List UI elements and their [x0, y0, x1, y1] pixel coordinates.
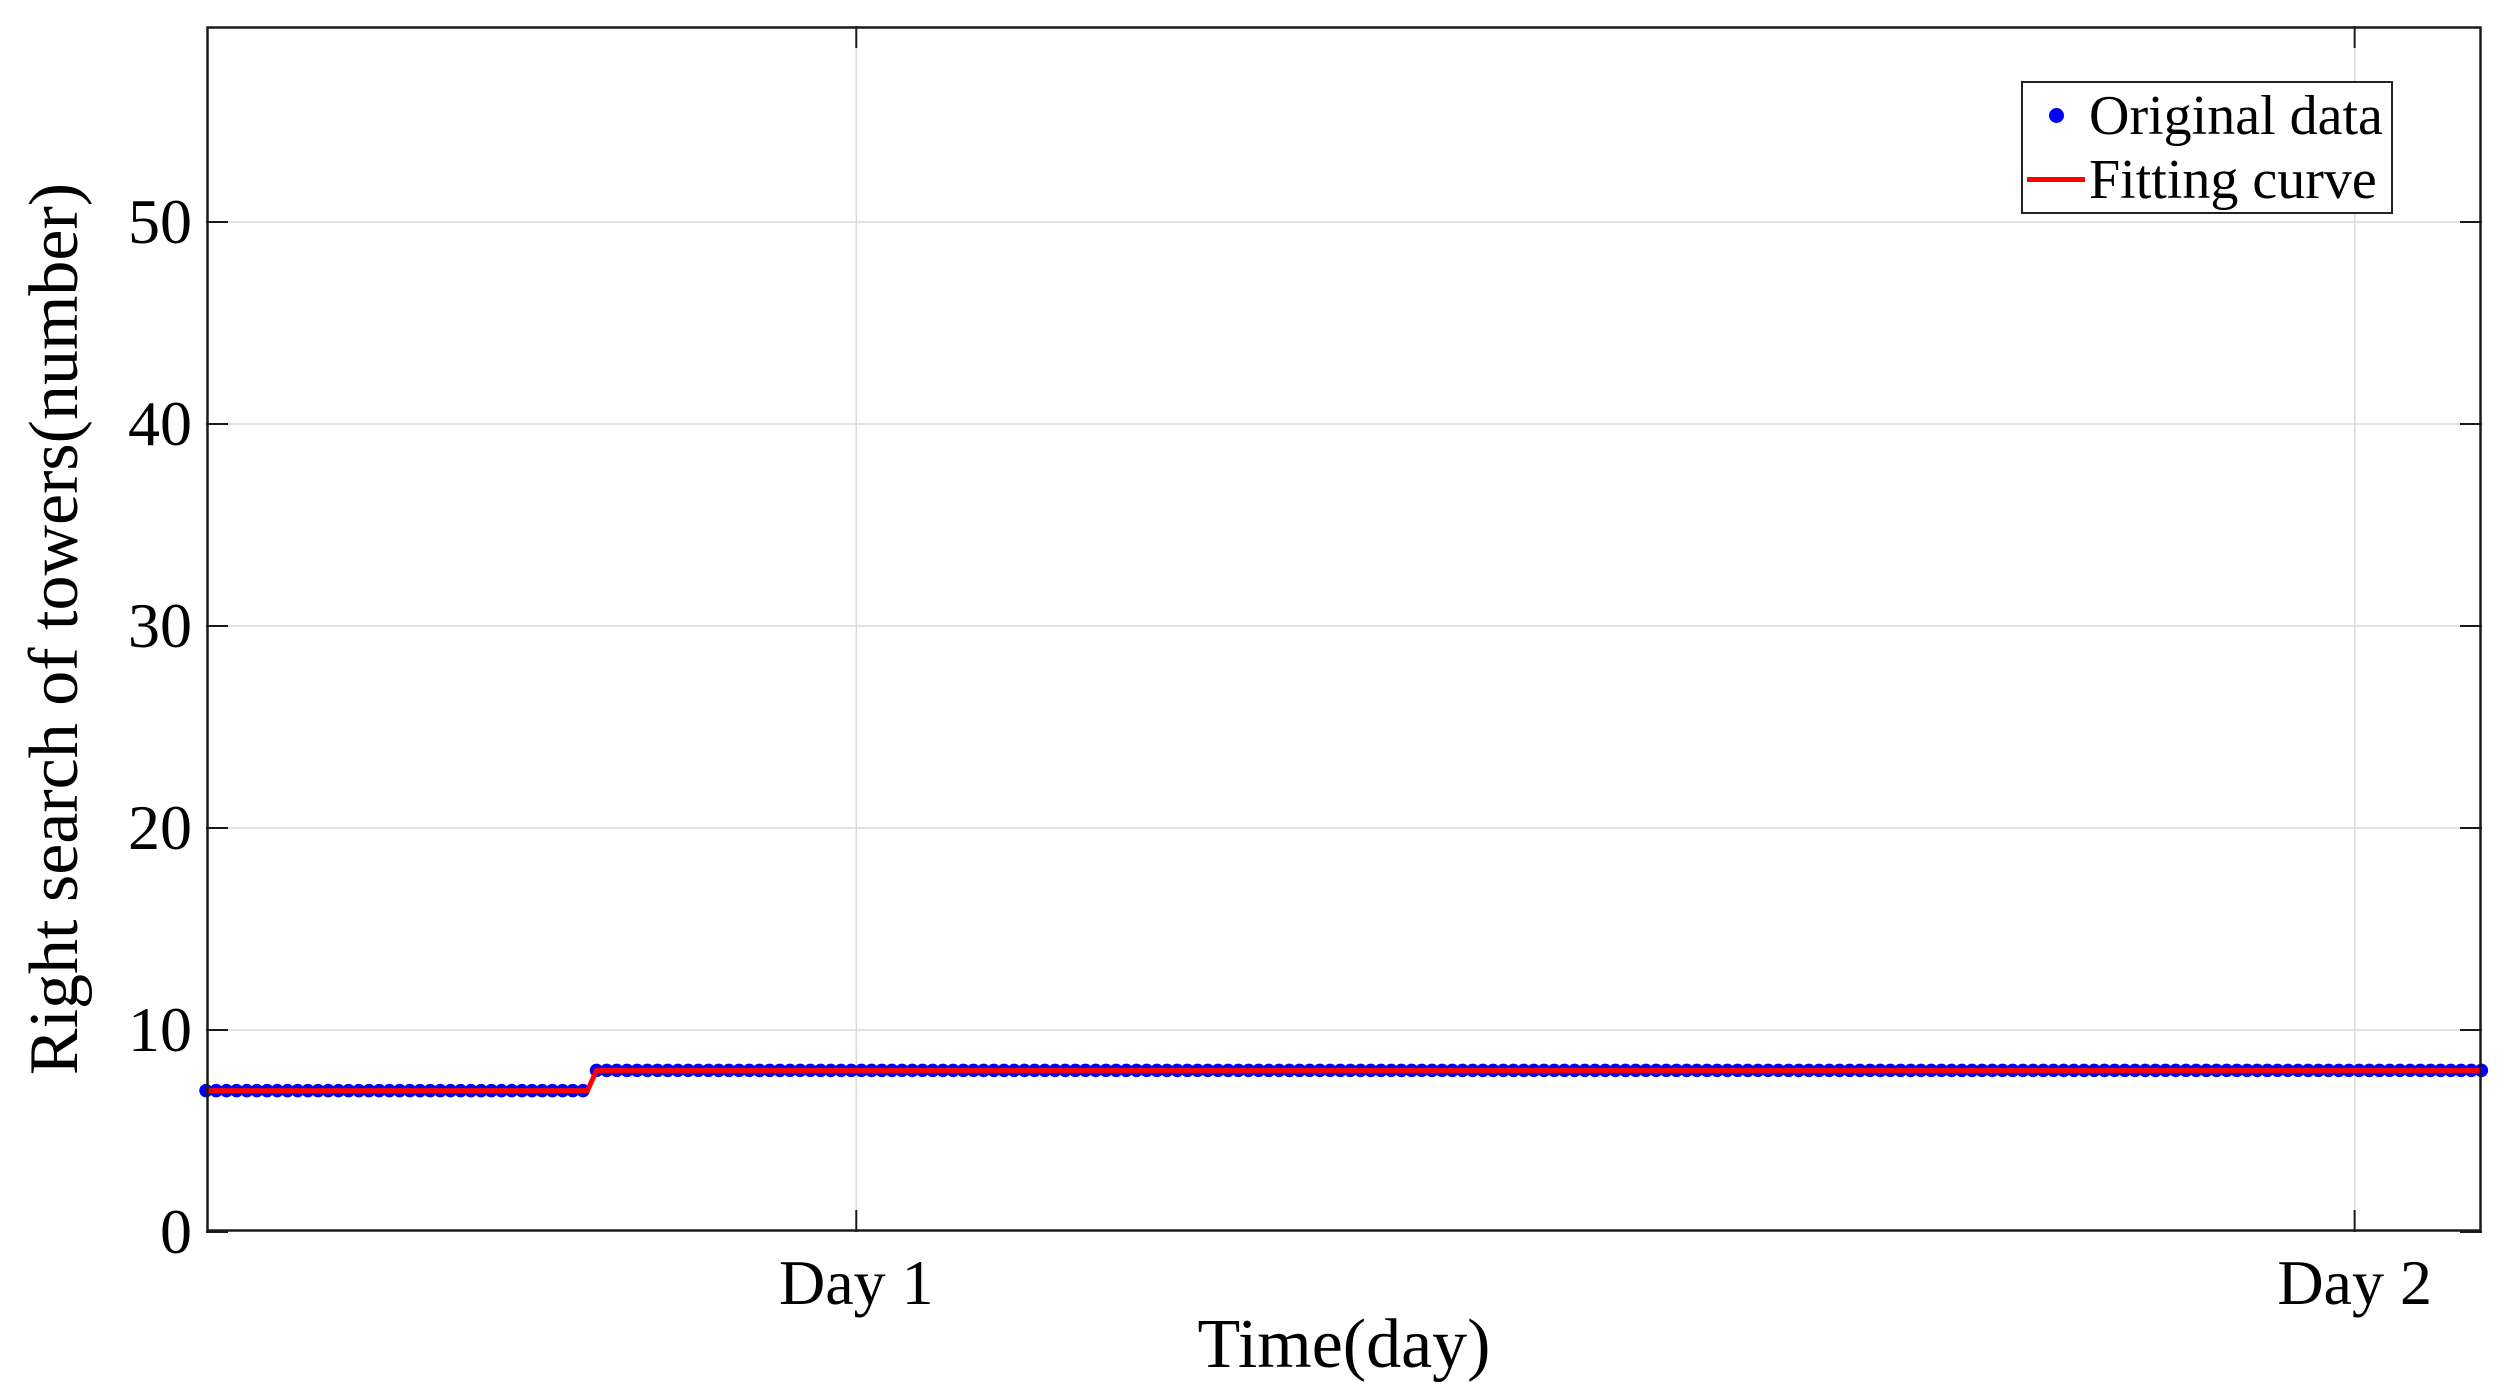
- y-tick-label-40: 40: [128, 387, 192, 459]
- legend-row-fitting-curve: Fitting curve: [2023, 148, 2391, 212]
- y-tick-label-50: 50: [128, 185, 192, 257]
- plot-area: [199, 26, 2489, 1233]
- plot-box-border: [206, 26, 2482, 1232]
- line-marker-icon: [2027, 177, 2085, 182]
- x-tick-label-2: Day 2: [2277, 1247, 2432, 1318]
- x-tick-label-1: Day 1: [778, 1247, 934, 1318]
- scatter-dot-icon: [2048, 108, 2064, 123]
- legend-marker-zone: [2023, 108, 2089, 123]
- y-tick-label-0: 0: [160, 1196, 192, 1267]
- y-tick-label-10: 10: [128, 993, 192, 1065]
- fitting-curve-line: [206, 1067, 2482, 1094]
- legend: Original data Fitting curve: [2021, 81, 2393, 214]
- y-tick-label-30: 30: [128, 589, 192, 661]
- y-tick-label-20: 20: [128, 791, 192, 863]
- legend-marker-zone: [2023, 177, 2089, 182]
- legend-label-fitting-curve: Fitting curve: [2089, 148, 2377, 211]
- legend-row-original-data: Original data: [2023, 84, 2391, 148]
- legend-label-original-data: Original data: [2089, 84, 2383, 147]
- x-axis-label: Time(day): [1197, 1306, 1491, 1383]
